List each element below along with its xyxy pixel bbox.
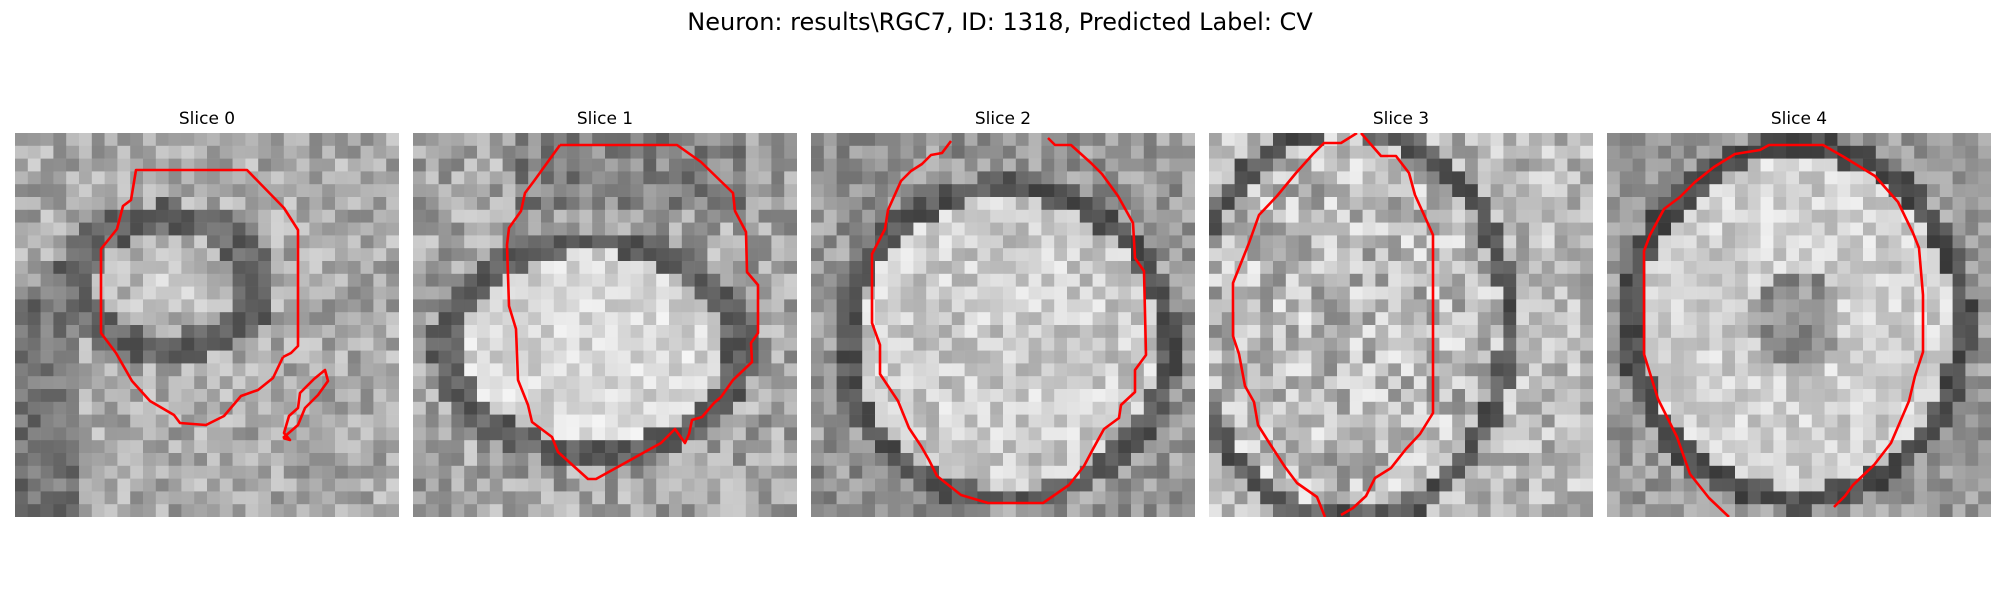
cell-contour: [99, 168, 285, 427]
secondary-contour: [282, 368, 330, 442]
slice-image: [15, 133, 399, 517]
figure-title: Neuron: results\RGC7, ID: 1318, Predicte…: [687, 8, 1313, 36]
slice-image: [413, 133, 797, 517]
slice-title: Slice 3: [1372, 109, 1430, 129]
cell-contour: [1340, 133, 1435, 517]
cell-contour: [1231, 133, 1358, 517]
cell-contour: [870, 137, 1148, 505]
slice-image: [811, 133, 1195, 517]
slice-title: Slice 0: [178, 109, 236, 129]
cell-contour: [158, 168, 300, 359]
slice-image: [1209, 133, 1593, 517]
slice-title: Slice 4: [1770, 109, 1828, 129]
cell-contour: [1642, 143, 1925, 517]
slice-title: Slice 2: [974, 109, 1032, 129]
slice-title: Slice 1: [576, 109, 634, 129]
slice-image: [1607, 133, 1991, 517]
cell-contour: [505, 143, 760, 481]
